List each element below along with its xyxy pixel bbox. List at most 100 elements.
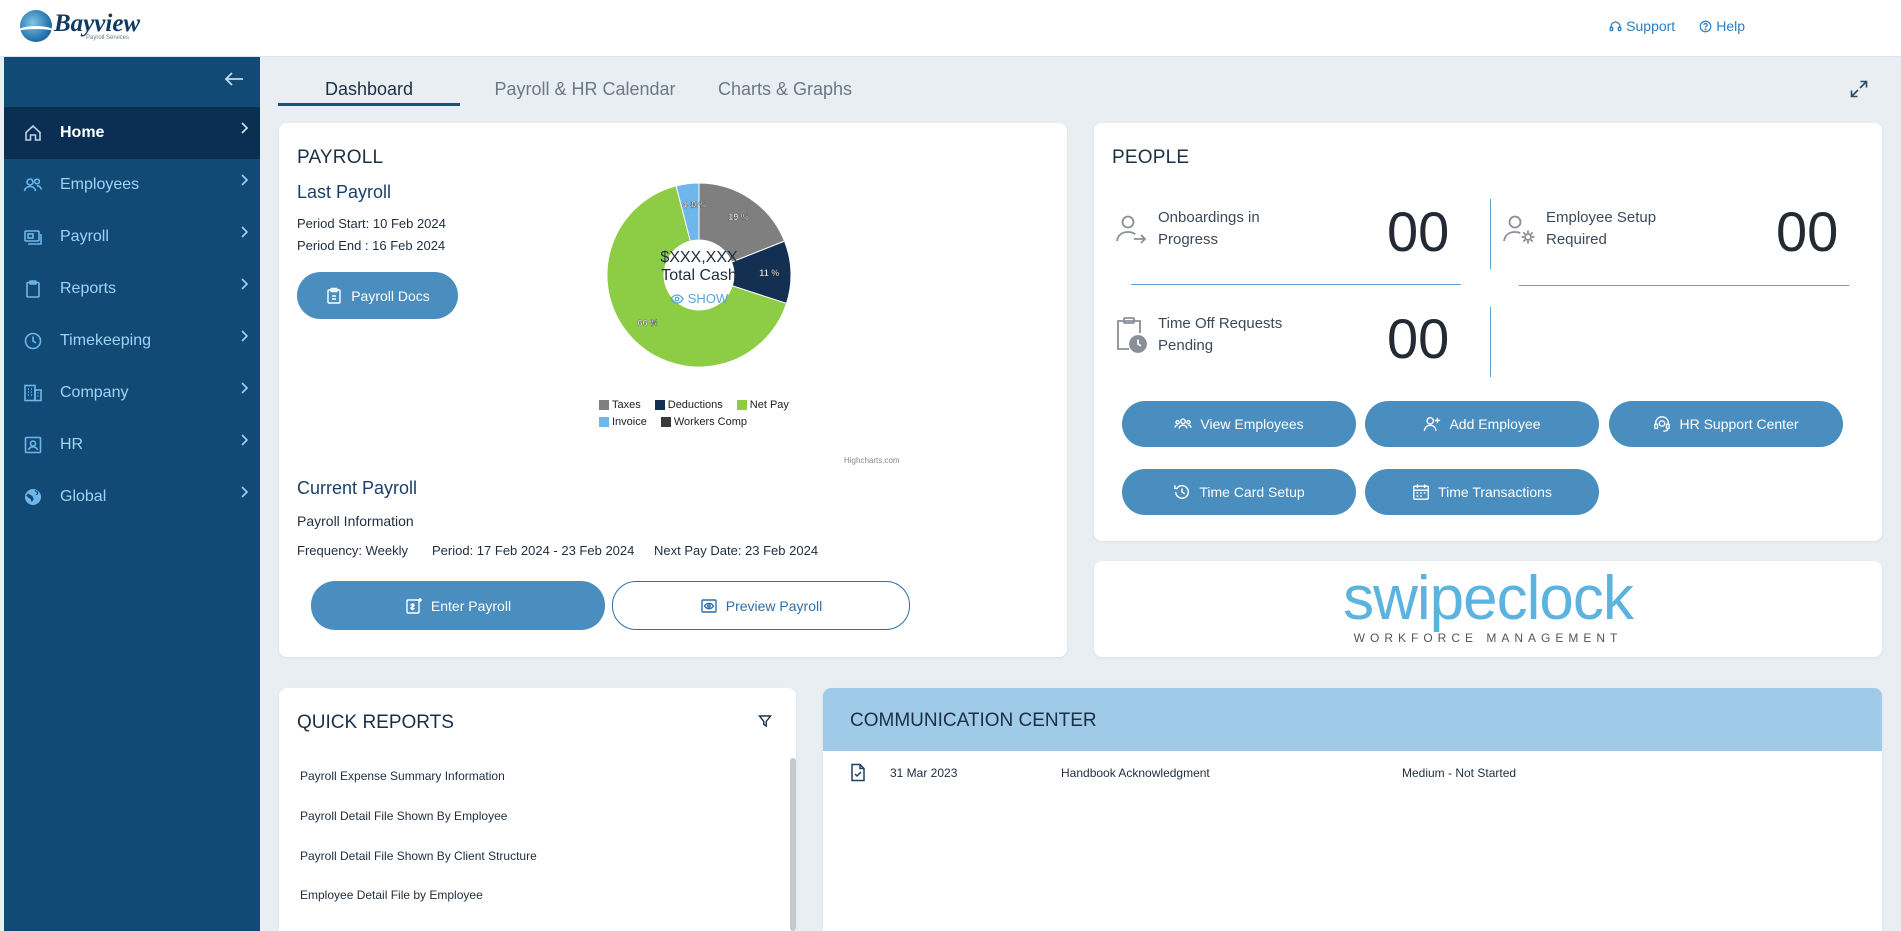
show-label: SHOW <box>687 291 729 306</box>
legend-swatch <box>654 400 665 410</box>
payroll-period: Period: 17 Feb 2024 - 23 Feb 2024 <box>432 543 635 558</box>
time-card-setup-button[interactable]: Time Card Setup <box>1122 469 1356 515</box>
enter-payroll-button[interactable]: Enter Payroll <box>311 581 605 630</box>
sidebar-item-company[interactable]: Company <box>4 367 260 419</box>
divider <box>1490 307 1491 377</box>
top-bar: Bayview Payroll Services Support Help <box>0 0 1901 57</box>
legend-label: Net Pay <box>749 399 789 411</box>
time-card-setup-label: Time Card Setup <box>1199 484 1305 500</box>
help-link[interactable]: Help <box>1699 18 1745 34</box>
enter-payroll-label: Enter Payroll <box>430 597 512 614</box>
document-clipboard-icon <box>327 287 341 304</box>
payroll-information-label: Payroll Information <box>297 513 414 529</box>
add-employee-label: Add Employee <box>1449 416 1541 432</box>
divider <box>1131 284 1461 285</box>
sidebar-item-label: Payroll <box>60 228 109 245</box>
tab-payroll-hr-calendar[interactable]: Payroll & HR Calendar <box>494 79 676 99</box>
legend-item[interactable]: Net Pay <box>736 399 789 411</box>
expand-icon[interactable] <box>1850 80 1868 98</box>
collapse-sidebar-icon[interactable] <box>222 69 246 89</box>
sidebar-item-label: Company <box>60 384 129 401</box>
time-off-value: 00 <box>1387 307 1450 370</box>
communication-center-title: COMMUNICATION CENTER <box>850 710 1097 731</box>
add-employee-button[interactable]: Add Employee <box>1365 401 1599 447</box>
donut-center-amount: $XXX,XXX <box>660 249 738 266</box>
sidebar-item-global[interactable]: Global <box>4 471 260 523</box>
enter-payroll-icon <box>406 597 422 614</box>
swipeclock-tagline: WORKFORCE MANAGEMENT <box>1353 631 1623 645</box>
globe-icon <box>25 489 41 505</box>
donut-slice-taxes[interactable] <box>698 182 786 263</box>
legend-swatch <box>736 400 747 410</box>
legend-label: Deductions <box>667 399 723 411</box>
sidebar-item-home[interactable]: Home <box>4 107 260 159</box>
eye-icon <box>670 293 684 304</box>
filter-icon[interactable] <box>758 714 772 728</box>
sidebar-item-reports[interactable]: Reports <box>4 263 260 315</box>
highcharts-credit[interactable]: Highcharts.com <box>844 456 900 465</box>
legend-label: Taxes <box>612 399 641 411</box>
payroll-frequency: Frequency: Weekly <box>297 543 409 558</box>
help-link-label: Help <box>1716 18 1745 34</box>
employee-setup-stat[interactable]: Employee Setup Required <box>1502 207 1696 251</box>
tab-charts-graphs[interactable]: Charts & Graphs <box>717 79 853 99</box>
preview-payroll-label: Preview Payroll <box>725 597 823 614</box>
donut-data-label: 0 % <box>691 200 707 210</box>
preview-payroll-button[interactable]: Preview Payroll <box>612 581 910 630</box>
legend-row: Invoice Workers Comp <box>599 416 799 428</box>
chevron-right-icon <box>241 278 249 290</box>
report-item[interactable]: Payroll Detail File Shown By Client Stru… <box>300 849 537 863</box>
report-item[interactable]: Payroll Expense Summary Information <box>300 769 505 783</box>
support-link[interactable]: Support <box>1609 18 1675 34</box>
users-icon <box>23 178 43 192</box>
building-icon <box>24 384 42 402</box>
message-status: Medium - Not Started <box>1402 766 1517 780</box>
time-off-stat[interactable]: Time Off Requests Pending <box>1114 313 1308 357</box>
sidebar-item-label: HR <box>60 436 84 453</box>
show-total-toggle[interactable]: SHOW <box>599 291 799 306</box>
donut-center-label: Total Cash <box>661 267 737 284</box>
divider <box>1490 199 1491 269</box>
view-employees-button[interactable]: View Employees <box>1122 401 1356 447</box>
payroll-card: PAYROLL Last Payroll Period Start: 10 Fe… <box>279 123 1067 657</box>
view-employees-label: View Employees <box>1200 416 1304 432</box>
report-item[interactable]: Payroll Detail File Shown By Employee <box>300 809 508 823</box>
quick-reports-scrollbar[interactable] <box>790 758 796 931</box>
legend-item[interactable]: Taxes <box>599 399 641 411</box>
brand-sub: Payroll Services <box>86 34 130 41</box>
message-date: 31 Mar 2023 <box>890 766 958 780</box>
donut-data-label: 11 % <box>759 268 779 278</box>
people-title: PEOPLE <box>1112 147 1190 168</box>
tab-dashboard[interactable]: Dashboard <box>278 70 460 106</box>
brand-logo[interactable]: Bayview Payroll Services <box>20 10 140 42</box>
report-item[interactable]: Employee Detail File by Employee <box>300 888 483 902</box>
time-transactions-button[interactable]: Time Transactions <box>1365 469 1599 515</box>
payroll-docs-button[interactable]: Payroll Docs <box>297 272 458 319</box>
tab-bar: Dashboard Payroll & HR Calendar Charts &… <box>278 70 860 106</box>
donut-slice-invoice[interactable] <box>675 182 700 242</box>
legend-item[interactable]: Workers Comp <box>660 416 748 428</box>
people-card: PEOPLE Onboardings in Progress 00 Employ… <box>1094 123 1882 541</box>
communication-center-header: COMMUNICATION CENTER <box>823 688 1882 751</box>
message-subject: Handbook Acknowledgment <box>1061 766 1210 780</box>
swipeclock-card[interactable]: swipeclock WORKFORCE MANAGEMENT <box>1094 561 1882 657</box>
hr-support-center-button[interactable]: HR Support Center <box>1609 401 1843 447</box>
sidebar-item-payroll[interactable]: Payroll <box>4 211 260 263</box>
donut-chart: 19 % 11 % 66 % 4 % 0 % $XXX,XXX Total Cash S… <box>599 175 799 375</box>
sidebar-item-employees[interactable]: Employees <box>4 159 260 211</box>
sidebar-item-hr[interactable]: HR <box>4 419 260 471</box>
history-clock-icon <box>1174 484 1190 499</box>
chevron-right-icon <box>241 382 249 394</box>
legend-label: Workers Comp <box>673 416 748 428</box>
sidebar-item-timekeeping[interactable]: Timekeeping <box>4 315 260 367</box>
onboardings-stat[interactable]: Onboardings in Progress <box>1114 207 1308 251</box>
sidebar-item-label: Timekeeping <box>60 332 152 349</box>
donut-slice-net-pay[interactable] <box>606 185 788 368</box>
donut-data-label: 4 % <box>682 200 698 210</box>
chevron-right-icon <box>241 434 249 446</box>
quick-reports-card: QUICK REPORTS Payroll Expense Summary In… <box>279 688 796 931</box>
onboardings-label: Onboardings in Progress <box>1158 209 1260 248</box>
employee-setup-label: Employee Setup Required <box>1546 209 1657 248</box>
legend-item[interactable]: Invoice <box>599 416 647 428</box>
legend-item[interactable]: Deductions <box>654 399 723 411</box>
